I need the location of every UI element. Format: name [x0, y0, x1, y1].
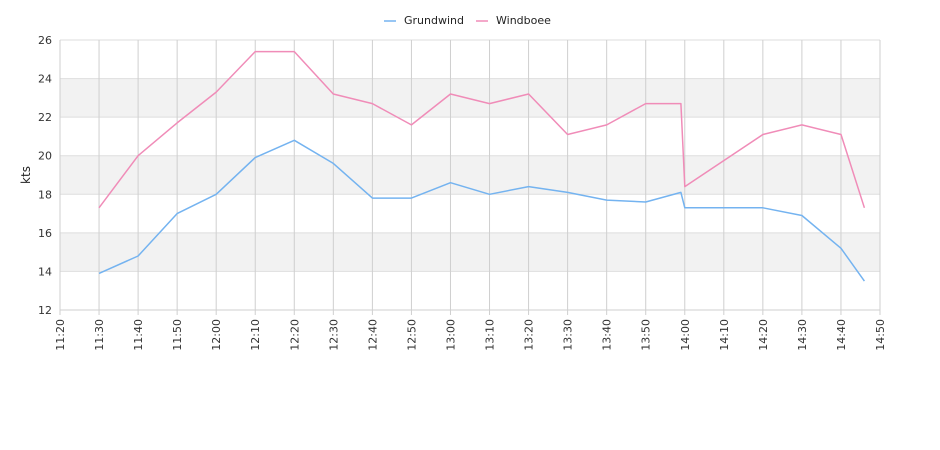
- x-tick-label: 12:30: [327, 319, 340, 351]
- x-tick-label: 12:00: [210, 319, 223, 351]
- x-axis: 11:20 11:30 11:40 11:50 12:00 12:10 12:20 12:30…: [54, 319, 887, 351]
- x-tick-label: 11:40: [132, 319, 145, 351]
- y-axis-title: kts: [19, 166, 33, 184]
- x-tick-label: 13:10: [484, 319, 497, 351]
- x-tick-label: 12:50: [405, 319, 418, 351]
- x-tick-label: 13:40: [601, 319, 614, 351]
- series-line-grundwind: [98, 139, 866, 282]
- y-axis: 12 14 16 18 20 22 24 26: [38, 34, 52, 317]
- legend-label: Windboee: [496, 14, 551, 27]
- x-tick-label: 14:40: [835, 319, 848, 351]
- x-tick-label: 14:30: [796, 319, 809, 351]
- x-tick-label: 13:50: [640, 319, 653, 351]
- x-tick-label: 12:40: [366, 319, 379, 351]
- plot-grid: [59, 39, 881, 315]
- series-lines: [98, 50, 866, 282]
- x-tick-label: 11:50: [171, 319, 184, 351]
- y-tick-label: 26: [38, 34, 52, 47]
- y-tick-label: 14: [38, 265, 52, 278]
- x-tick-label: 13:20: [523, 319, 536, 351]
- legend-item-grundwind[interactable]: Grundwind: [384, 14, 464, 27]
- x-tick-label: 14:10: [718, 319, 731, 351]
- series-line-windboee: [98, 50, 866, 209]
- x-tick-label: 14:00: [679, 319, 692, 351]
- legend-item-windboee[interactable]: Windboee: [476, 14, 551, 27]
- x-tick-label: 14:50: [874, 319, 887, 351]
- x-tick-label: 13:30: [562, 319, 575, 351]
- y-tick-label: 22: [38, 111, 52, 124]
- y-tick-label: 12: [38, 304, 52, 317]
- y-tick-label: 24: [38, 73, 52, 86]
- legend[interactable]: Grundwind Windboee: [384, 14, 551, 27]
- x-tick-label: 13:00: [444, 319, 457, 351]
- grid-band: [60, 232, 880, 272]
- y-tick-label: 16: [38, 227, 52, 240]
- x-tick-label: 11:20: [54, 319, 67, 351]
- y-tick-label: 18: [38, 188, 52, 201]
- x-tick-label: 14:20: [757, 319, 770, 351]
- plot-bands: [60, 78, 880, 272]
- x-tick-label: 12:10: [249, 319, 262, 351]
- y-tick-label: 20: [38, 150, 52, 163]
- grid-band: [60, 78, 880, 118]
- legend-label: Grundwind: [404, 14, 464, 27]
- x-tick-label: 11:30: [93, 319, 106, 351]
- x-tick-label: 12:20: [288, 319, 301, 351]
